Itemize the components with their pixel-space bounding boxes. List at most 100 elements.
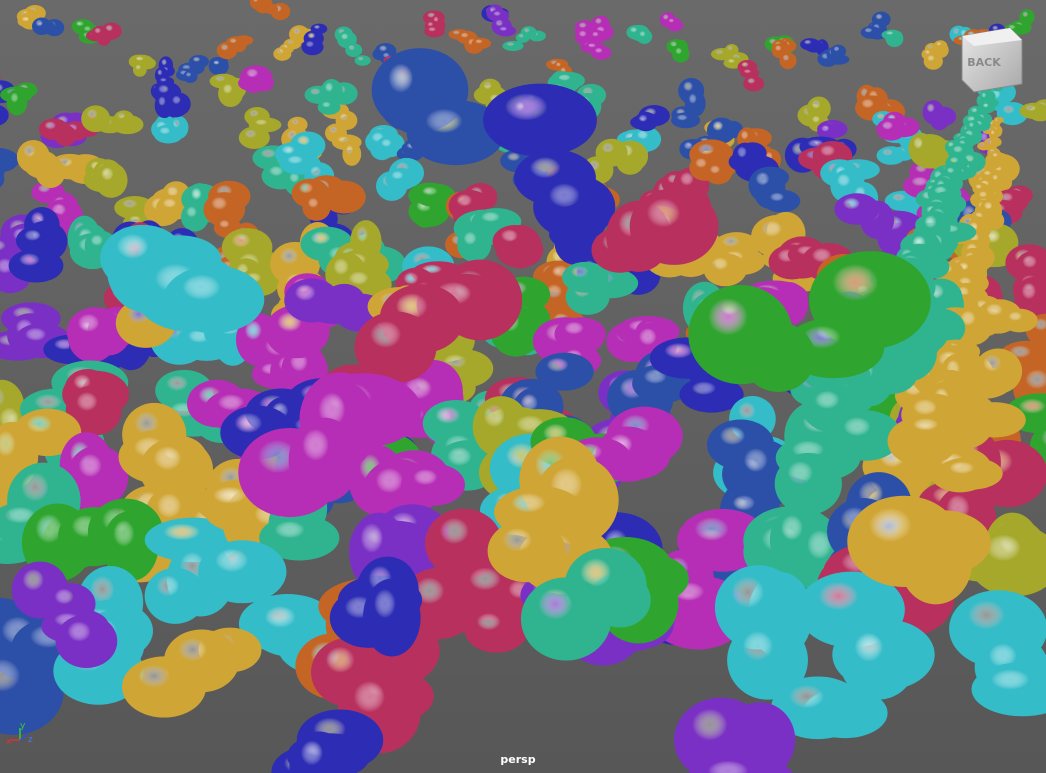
molecule: [83, 158, 128, 198]
molecule-lobe: [881, 29, 903, 40]
molecule: [209, 73, 247, 107]
molecule-lobe: [301, 38, 324, 56]
molecule: [271, 709, 384, 773]
molecule-lobe: [492, 225, 537, 258]
molecule: [62, 369, 130, 436]
molecule: [21, 498, 164, 582]
molecule: [8, 206, 68, 283]
molecule: [100, 224, 265, 334]
molecule: [977, 137, 1002, 152]
molecule: [703, 232, 766, 287]
molecule: [249, 0, 291, 21]
molecule-lobe: [495, 25, 517, 37]
molecule-lobe: [588, 29, 606, 43]
molecule-lobe: [533, 174, 616, 239]
molecule: [85, 22, 122, 46]
molecule: [329, 556, 423, 657]
molecule: [0, 75, 1, 80]
molecule-lobe: [163, 265, 265, 334]
molecule: [371, 48, 506, 166]
molecule-lobe: [689, 753, 793, 773]
molecule: [492, 224, 544, 269]
molecule-lobe: [487, 519, 566, 583]
molecule-lobe: [704, 162, 732, 185]
molecule-lobe: [354, 311, 437, 384]
molecule-lobe: [400, 463, 466, 506]
molecule-lobe: [554, 317, 606, 351]
molecule-lobe: [91, 25, 109, 41]
molecule-lobe: [574, 28, 596, 45]
molecule: [483, 83, 616, 239]
molecule-lobe: [923, 52, 943, 70]
molecule-lobe: [977, 141, 991, 151]
molecule: [876, 111, 920, 141]
view-cube-label[interactable]: BACK: [967, 56, 1001, 69]
molecule-lobe: [31, 17, 52, 36]
molecule-lobe: [936, 457, 1003, 490]
molecule-lobe: [464, 607, 528, 653]
molecule-lobe: [988, 128, 1000, 141]
molecule: [771, 37, 797, 70]
molecule: [81, 105, 144, 135]
view-cube-top[interactable]: [962, 28, 1022, 46]
molecule-lobe: [198, 540, 287, 604]
molecule: [562, 261, 639, 315]
molecule: [728, 142, 779, 183]
molecule-lobe: [806, 96, 831, 121]
molecule: [321, 102, 362, 166]
molecule-lobe: [665, 17, 681, 28]
molecule: [671, 77, 706, 129]
molecule: [1005, 244, 1046, 321]
molecule-lobe: [6, 89, 28, 116]
molecule-lobe: [38, 118, 69, 141]
molecule: [304, 79, 358, 115]
molecule: [487, 436, 619, 595]
molecule-lobe: [342, 142, 362, 166]
view-cube[interactable]: BACK: [961, 27, 1023, 93]
molecule: [689, 139, 736, 185]
molecule: [881, 29, 904, 48]
molecule-lobe: [800, 38, 821, 51]
molecule-lobe: [671, 112, 701, 129]
molecule-lobe: [16, 140, 50, 174]
molecule: [121, 627, 262, 718]
molecule-lobe: [457, 227, 492, 262]
molecule: [448, 29, 492, 54]
molecule: [630, 105, 670, 132]
molecule-lobe: [249, 0, 265, 10]
molecule-lobe: [259, 515, 340, 561]
molecule: [365, 124, 405, 161]
molecule-lobe: [830, 44, 847, 58]
molecule-lobe: [102, 510, 159, 582]
molecule-lobe: [15, 225, 60, 256]
molecule-lobe: [502, 40, 524, 52]
molecule-lobe: [167, 92, 191, 116]
molecule: [574, 20, 612, 60]
molecule-lobe: [284, 278, 340, 323]
molecule-lobe: [876, 146, 906, 165]
molecule: [771, 571, 935, 740]
molecule-lobe: [121, 656, 207, 718]
molecule: [1004, 9, 1035, 36]
molecule: [588, 15, 614, 43]
molecule-lobe: [66, 307, 125, 356]
molecule-lobe: [989, 151, 1005, 163]
molecule-lobe: [144, 567, 206, 624]
molecule-lobe: [922, 100, 944, 125]
molecule-lobe: [0, 75, 1, 80]
molecule-lobe: [971, 662, 1046, 717]
molecule-lobe: [132, 62, 147, 77]
molecule: [688, 251, 931, 392]
molecule: [376, 157, 425, 201]
molecule: [860, 11, 891, 40]
molecule-lobe: [817, 122, 839, 141]
molecule: [31, 17, 65, 37]
molecule-lobe: [354, 55, 371, 66]
molecule-lobe: [732, 142, 758, 172]
molecule: [422, 10, 446, 38]
molecule: [175, 55, 209, 83]
molecule-lobe: [483, 83, 597, 157]
molecule: [887, 413, 968, 465]
